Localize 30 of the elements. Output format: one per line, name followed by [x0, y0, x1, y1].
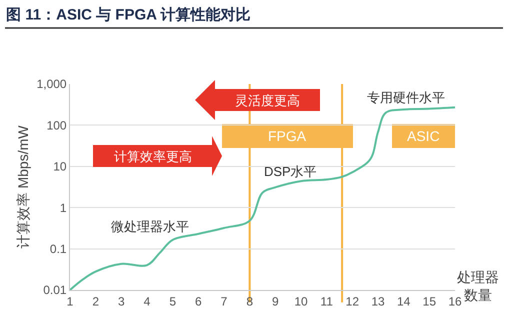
y-tick-label: 0.1 [50, 242, 67, 256]
x-tick-label: 6 [194, 294, 202, 308]
y-tick-label: 1,000 [36, 77, 67, 92]
annotation: DSP水平 [264, 164, 317, 179]
x-tick-label: 16 [448, 294, 462, 308]
x-tick-label: 5 [169, 294, 176, 308]
x-tick-label: 3 [118, 294, 125, 308]
x-tick-label: 2 [92, 294, 100, 308]
x-tick-label: 7 [220, 294, 228, 308]
annotation: 计算效率更高 [114, 149, 192, 164]
annotation: 灵活度更高 [235, 93, 300, 108]
y-tick-label: 10 [53, 160, 67, 174]
y-axis-title: 计算效率 Mbps/mW [15, 124, 32, 248]
annotation: 专用硬件水平 [367, 90, 445, 105]
x-tick-label: 10 [294, 294, 308, 308]
x-tick-label: 12 [346, 294, 360, 308]
x-tick-label: 11 [320, 294, 334, 308]
x-tick-label: 9 [272, 294, 279, 308]
x-tick-label: 4 [144, 294, 151, 308]
x-tick-label: 13 [371, 294, 385, 308]
x-tick-label: 15 [422, 294, 436, 308]
x-tick-label: 8 [246, 294, 254, 308]
annotation: ASIC [407, 128, 440, 144]
annotation: FPGA [268, 128, 307, 144]
chart-title: 图 11：ASIC 与 FPGA 计算性能对比 [6, 6, 251, 24]
y-tick-label: 0.01 [43, 283, 67, 298]
x-tick-label: 14 [396, 294, 411, 308]
y-tick-label: 100 [46, 118, 67, 132]
y-tick-label: 1 [60, 200, 67, 215]
annotation: 微处理器水平 [111, 219, 189, 234]
